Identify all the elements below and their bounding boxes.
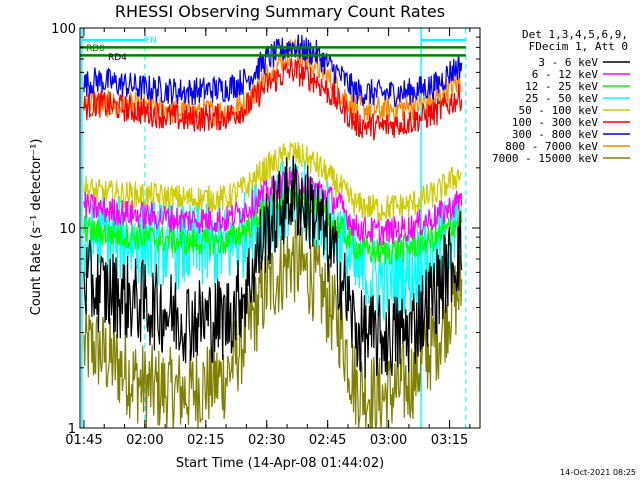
legend-label: 50 - 100 keV [519,104,599,117]
series-line-0 [83,155,463,379]
x-tick-label: 03:15 [431,433,468,448]
legend-label: 3 - 6 keV [538,56,598,69]
legend-label: 12 - 25 keV [525,80,598,93]
legend-label: 6 - 12 keV [532,68,599,81]
y-tick-label: 10 [59,222,76,237]
x-tick-label: 02:45 [309,433,346,448]
legend-label: 25 - 50 keV [525,92,598,105]
x-tick-label: 02:15 [187,433,224,448]
timestamp: 14-Oct-2021 08:25 [560,468,636,477]
chart-title: RHESSI Observing Summary Count Rates [115,2,445,21]
legend-label: 300 - 800 keV [512,128,598,141]
x-tick-label: 02:00 [126,433,163,448]
axes: 01:45 02:00 02:15 02:30 02:45 03:00 03:15 1 10 10… [51,22,481,448]
y-axis-label: Count Rate (s⁻¹ detector⁻¹) [29,139,44,316]
x-tick-label: 02:30 [248,433,285,448]
legend-header-line: Det 1,3,4,5,6,9, [522,28,628,41]
legend-label: 800 - 7000 keV [505,140,598,153]
legend: Det 1,3,4,5,6,9,FDecim 1, Att 0 3 - 6 keV… [492,28,630,165]
series-line-8 [83,219,463,429]
series-line-6 [83,34,463,108]
plot-area [80,28,467,429]
x-tick-label: 01:45 [65,433,102,448]
series-line-4 [83,141,463,222]
x-tick-label: 03:00 [370,433,407,448]
x-axis-label: Start Time (14-Apr-08 01:44:02) [176,456,384,471]
rd0-annotation: RD0 [86,44,105,54]
series-line-5 [83,58,463,141]
legend-header-line: FDecim 1, Att 0 [529,40,628,53]
legend-label: 7000 - 15000 keV [492,152,598,165]
y-tick-label: 100 [51,22,76,37]
y-tick-label: 1 [68,422,76,437]
rd4-annotation: RD4 [108,53,127,63]
legend-label: 100 - 300 keV [512,116,598,129]
fn-annotation: FN [145,36,157,46]
